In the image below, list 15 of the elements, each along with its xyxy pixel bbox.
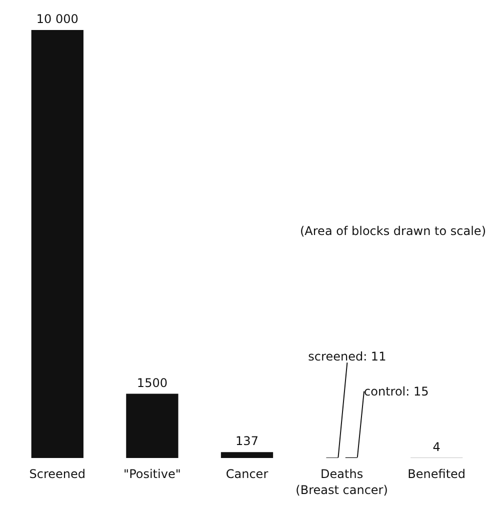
annotation: (Area of blocks drawn to scale): [300, 224, 486, 238]
x-tick-label: Screened: [29, 467, 86, 481]
data-label: screened: 11: [308, 350, 386, 364]
bar: [220, 452, 274, 458]
data-label: 1500: [136, 376, 168, 390]
x-tick-label: "Positive": [124, 467, 181, 481]
data-label: 137: [236, 434, 258, 448]
data-label: 4: [432, 440, 440, 454]
bar: [31, 30, 84, 458]
data-label: control: 15: [364, 384, 429, 398]
x-tick-label: Cancer: [226, 467, 268, 481]
data-label: 10 000: [36, 12, 78, 26]
x-tick-label: Benefited: [408, 467, 466, 481]
bar: [126, 394, 178, 458]
x-tick-label: Deaths (Breast cancer): [296, 467, 388, 497]
